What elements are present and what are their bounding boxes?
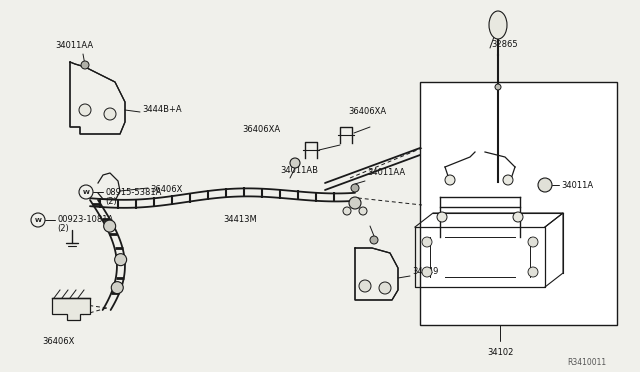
Polygon shape bbox=[355, 248, 398, 300]
Text: (2): (2) bbox=[57, 224, 68, 233]
Text: 34102: 34102 bbox=[487, 348, 513, 357]
Text: 32865: 32865 bbox=[491, 39, 518, 48]
Circle shape bbox=[503, 175, 513, 185]
Ellipse shape bbox=[489, 11, 507, 39]
Text: 00923-1081A: 00923-1081A bbox=[57, 215, 113, 224]
Text: 36406XA: 36406XA bbox=[242, 125, 280, 134]
Text: 34449: 34449 bbox=[412, 267, 438, 276]
Circle shape bbox=[437, 212, 447, 222]
Circle shape bbox=[528, 267, 538, 277]
Text: W: W bbox=[83, 189, 90, 195]
Polygon shape bbox=[52, 298, 90, 320]
Circle shape bbox=[81, 61, 89, 69]
Text: 36406X: 36406X bbox=[150, 185, 182, 194]
Circle shape bbox=[104, 220, 116, 232]
Text: 34011AB: 34011AB bbox=[280, 166, 318, 175]
Circle shape bbox=[351, 184, 359, 192]
Text: 08915-5381A: 08915-5381A bbox=[105, 188, 161, 197]
Circle shape bbox=[79, 185, 93, 199]
Circle shape bbox=[538, 178, 552, 192]
Circle shape bbox=[31, 213, 45, 227]
Circle shape bbox=[111, 282, 124, 294]
Circle shape bbox=[359, 280, 371, 292]
Circle shape bbox=[370, 236, 378, 244]
Text: W: W bbox=[35, 218, 42, 222]
Circle shape bbox=[104, 108, 116, 120]
Circle shape bbox=[528, 237, 538, 247]
Circle shape bbox=[445, 175, 455, 185]
Text: 34011AA: 34011AA bbox=[55, 41, 93, 50]
Text: (2): (2) bbox=[105, 197, 116, 206]
Bar bbox=[420, 82, 617, 325]
Text: 34011AA: 34011AA bbox=[367, 168, 405, 177]
Circle shape bbox=[290, 158, 300, 168]
Circle shape bbox=[115, 254, 127, 266]
Circle shape bbox=[422, 267, 432, 277]
Polygon shape bbox=[70, 62, 125, 134]
Text: 3444B+A: 3444B+A bbox=[142, 105, 182, 113]
Text: 36406X: 36406X bbox=[42, 337, 74, 346]
Text: R3410011: R3410011 bbox=[567, 358, 606, 367]
Circle shape bbox=[359, 207, 367, 215]
Text: 34011A: 34011A bbox=[561, 181, 593, 190]
Circle shape bbox=[343, 207, 351, 215]
Circle shape bbox=[79, 104, 91, 116]
Text: 34413M: 34413M bbox=[223, 215, 257, 224]
Circle shape bbox=[513, 212, 523, 222]
Circle shape bbox=[379, 282, 391, 294]
Circle shape bbox=[495, 84, 501, 90]
Text: 36406XA: 36406XA bbox=[348, 107, 386, 116]
Circle shape bbox=[349, 197, 361, 209]
Circle shape bbox=[422, 237, 432, 247]
